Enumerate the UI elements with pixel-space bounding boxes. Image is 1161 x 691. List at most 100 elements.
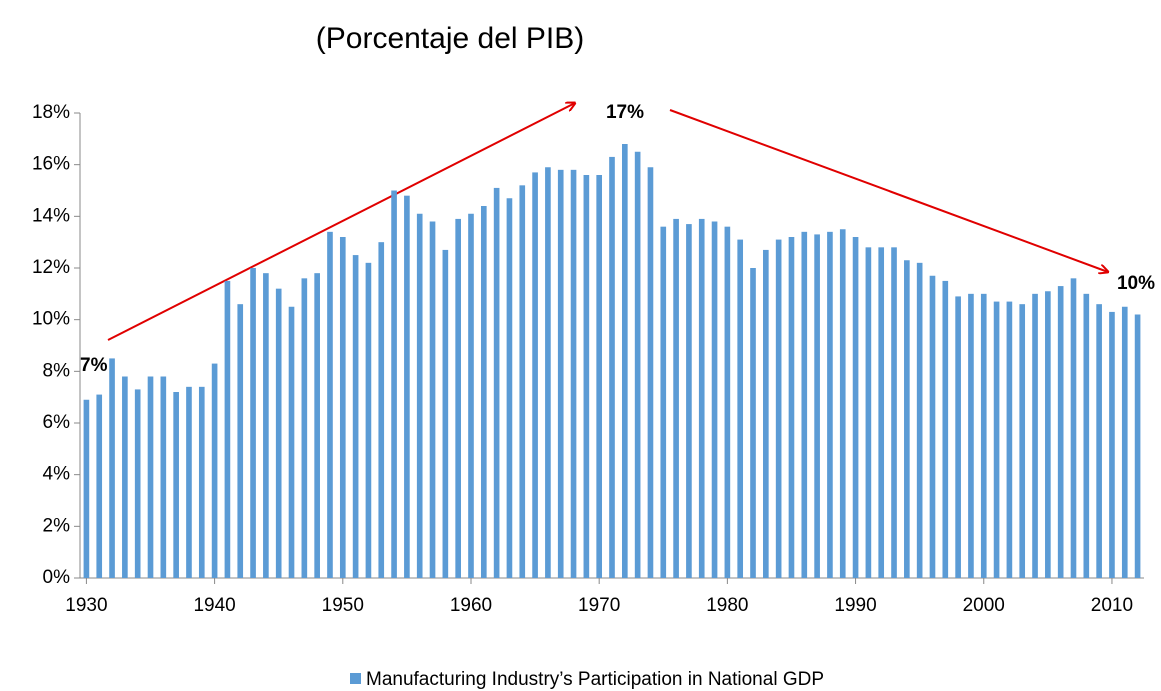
bar [429, 221, 436, 578]
bar [275, 288, 282, 578]
bar [519, 185, 526, 579]
y-tick-label: 10% [32, 309, 70, 330]
bar [1045, 291, 1051, 578]
bar [545, 167, 551, 578]
bar [980, 293, 987, 578]
bar [352, 255, 359, 579]
bar [96, 394, 103, 578]
bar [711, 221, 718, 578]
y-tick-label: 14% [32, 205, 70, 226]
x-tick-label: 1960 [450, 595, 492, 616]
bar [1019, 304, 1026, 578]
bar [122, 376, 128, 578]
x-tick-label: 1930 [65, 595, 107, 616]
bar [83, 399, 90, 578]
bar [173, 392, 179, 578]
bar [480, 206, 487, 578]
bar [1057, 286, 1064, 578]
bar [416, 213, 423, 578]
bar [942, 280, 949, 578]
bar [1096, 304, 1102, 578]
bar [1083, 293, 1090, 578]
bar [647, 167, 654, 578]
bar [1070, 278, 1077, 578]
trend-arrow [107, 103, 575, 341]
bar [634, 151, 641, 578]
bar [916, 262, 923, 578]
y-tick-label: 2% [43, 515, 71, 536]
bar [827, 231, 833, 579]
legend-label: Manufacturing Industry’s Participation i… [366, 669, 824, 690]
x-tick-label: 1950 [322, 595, 364, 616]
x-tick-label: 1990 [834, 595, 876, 616]
bar [750, 268, 756, 578]
y-tick-label: 0% [43, 567, 71, 588]
bar [160, 376, 167, 578]
x-tick-label: 2000 [963, 595, 1005, 616]
bar [506, 198, 513, 578]
y-tick-label: 8% [43, 360, 71, 381]
bar [211, 363, 218, 578]
bar [314, 273, 320, 578]
bar [1134, 314, 1141, 578]
bar [250, 268, 256, 578]
bar [493, 187, 500, 578]
bar [147, 376, 154, 578]
bar [904, 260, 910, 578]
bar [404, 195, 410, 578]
bar [1121, 306, 1128, 578]
x-tick-label: 1940 [193, 595, 235, 616]
x-tick-label: 2010 [1091, 595, 1133, 616]
bar [301, 278, 308, 578]
y-tick-label: 6% [43, 412, 71, 433]
bar [724, 226, 731, 578]
y-tick-label: 18% [32, 102, 70, 123]
bar [1109, 311, 1115, 578]
bar [929, 275, 936, 578]
annotation: 10% [1117, 273, 1155, 294]
bar [186, 386, 192, 578]
x-tick-label: 1970 [578, 595, 620, 616]
x-tick-label: 1980 [706, 595, 748, 616]
bar [1032, 293, 1038, 578]
trend-arrow [669, 109, 1108, 272]
bar [1006, 301, 1013, 578]
bar [134, 389, 141, 578]
bar [583, 175, 590, 578]
bar [801, 231, 808, 579]
bar [660, 226, 667, 578]
y-tick-label: 16% [32, 154, 70, 175]
bar [391, 190, 397, 578]
bar [775, 239, 782, 579]
chart-title: (Porcentaje del PIB) [316, 22, 584, 55]
bar [968, 293, 974, 578]
bar [557, 169, 564, 579]
bar [442, 249, 449, 578]
bar [621, 144, 628, 578]
bar [686, 224, 692, 579]
bar [609, 156, 615, 578]
bar [852, 237, 859, 578]
bar [570, 169, 577, 579]
bar [288, 306, 295, 578]
bar [763, 249, 769, 578]
bar [224, 280, 231, 578]
y-tick-label: 4% [43, 464, 71, 485]
bar [263, 273, 269, 578]
bar [378, 242, 385, 578]
bar [673, 218, 679, 578]
bar [955, 296, 961, 578]
bar [737, 239, 744, 579]
annotation: 7% [80, 355, 108, 376]
bar [839, 229, 846, 578]
bar [468, 213, 474, 578]
annotation: 17% [606, 102, 644, 123]
bar [596, 175, 603, 578]
bar [865, 247, 872, 579]
bar [532, 172, 538, 578]
bar [237, 304, 244, 578]
bar [109, 358, 115, 578]
bar [365, 262, 372, 578]
